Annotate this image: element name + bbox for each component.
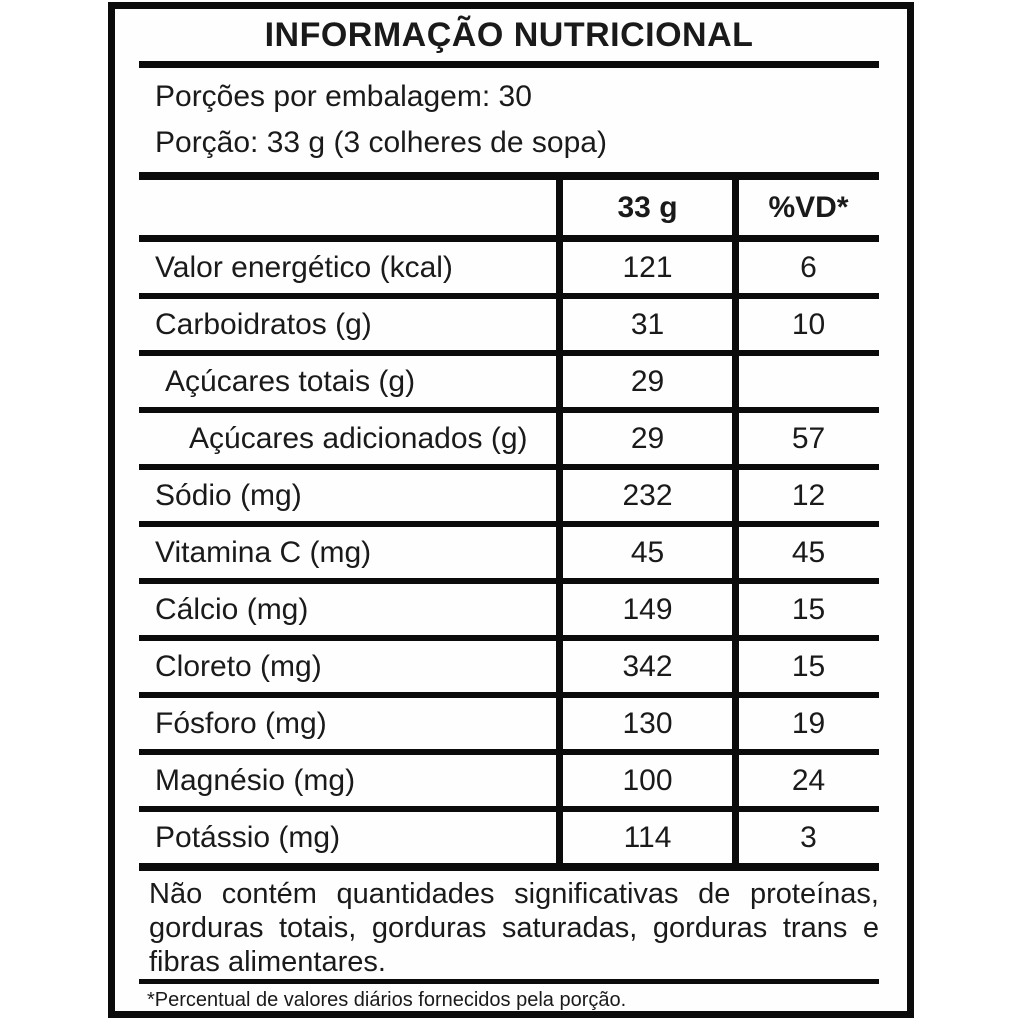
note-line: gorduras totais, gorduras saturadas, gor…: [149, 912, 879, 944]
nutrient-dv: 24: [732, 755, 878, 806]
no-significant-amounts-note: Não contém quantidades significativas de…: [139, 871, 879, 979]
serving-size: Porção: 33 g (3 colheres de sopa): [155, 126, 607, 159]
nutrient-name: Cloreto (mg): [155, 649, 322, 683]
nutrition-table-body: Valor energético (kcal) 121 6 Carboidrat…: [139, 242, 879, 863]
column-header-amount: 33 g: [556, 180, 732, 235]
table-row: Açúcares totais (g) 29: [139, 356, 879, 413]
nutrient-dv: 12: [732, 470, 878, 521]
nutrient-dv: 57: [732, 413, 878, 464]
nutrient-name: Magnésio (mg): [155, 763, 356, 797]
daily-value-footnote: *Percentual de valores diários fornecido…: [147, 989, 627, 1011]
table-row: Cálcio (mg) 149 15: [139, 584, 879, 641]
table-row: Fósforo (mg) 130 19: [139, 698, 879, 755]
nutrient-dv: 45: [732, 527, 878, 578]
table-row: Valor energético (kcal) 121 6: [139, 242, 879, 299]
nutrient-name: Valor energético (kcal): [155, 250, 453, 284]
note-line: Não contém quantidades significativas de…: [149, 878, 879, 910]
nutrient-dv: 6: [732, 242, 878, 293]
nutrient-dv: 3: [732, 812, 878, 863]
nutrient-amount: 342: [556, 641, 732, 692]
table-row: Açúcares adicionados (g) 29 57: [139, 413, 879, 470]
nutrient-amount: 29: [556, 413, 732, 464]
note-line: fibras alimentares.: [149, 946, 386, 978]
nutrition-table: 33 g %VD* Valor energético (kcal) 121 6 …: [139, 180, 879, 871]
serving-info: Porções por embalagem: 30 Porção: 33 g (…: [139, 68, 879, 172]
table-row: Potássio (mg) 114 3: [139, 812, 879, 863]
nutrient-dv: 19: [732, 698, 878, 749]
nutrition-title: INFORMAÇÃO NUTRICIONAL: [264, 15, 754, 54]
column-header-dv: %VD*: [732, 180, 878, 235]
nutrient-name: Vitamina C (mg): [155, 535, 372, 569]
nutrient-amount: 45: [556, 527, 732, 578]
nutrient-amount: 232: [556, 470, 732, 521]
table-row: Vitamina C (mg) 45 45: [139, 527, 879, 584]
nutrient-name: Açúcares adicionados (g): [189, 421, 528, 455]
nutrient-amount: 130: [556, 698, 732, 749]
nutrient-name: Sódio (mg): [155, 478, 302, 512]
table-top-divider: [139, 172, 879, 180]
table-header-row: 33 g %VD*: [139, 180, 879, 242]
nutrient-amount: 29: [556, 356, 732, 407]
nutrient-amount: 149: [556, 584, 732, 635]
column-header-nutrient: [139, 180, 556, 235]
nutrient-name: Cálcio (mg): [155, 592, 309, 626]
nutrient-amount: 100: [556, 755, 732, 806]
nutrient-amount: 114: [556, 812, 732, 863]
footnote-divider: [139, 979, 879, 984]
table-row: Cloreto (mg) 342 15: [139, 641, 879, 698]
title-divider: [139, 61, 879, 68]
nutrient-name: Carboidratos (g): [155, 307, 372, 341]
nutrient-amount: 31: [556, 299, 732, 350]
nutrient-dv: 10: [732, 299, 878, 350]
nutrient-dv: 15: [732, 641, 878, 692]
nutrition-label: INFORMAÇÃO NUTRICIONAL Porções por embal…: [108, 2, 914, 1018]
nutrient-name: Potássio (mg): [155, 820, 341, 854]
nutrition-label-content: INFORMAÇÃO NUTRICIONAL Porções por embal…: [115, 9, 907, 1011]
table-row: Magnésio (mg) 100 24: [139, 755, 879, 812]
nutrient-amount: 121: [556, 242, 732, 293]
nutrient-name: Fósforo (mg): [155, 706, 327, 740]
nutrient-dv: 15: [732, 584, 878, 635]
table-row: Sódio (mg) 232 12: [139, 470, 879, 527]
nutrient-dv: [732, 356, 878, 407]
nutrient-name: Açúcares totais (g): [165, 364, 416, 398]
title-band: INFORMAÇÃO NUTRICIONAL: [139, 9, 879, 61]
servings-per-package: Porções por embalagem: 30: [155, 80, 532, 113]
table-row: Carboidratos (g) 31 10: [139, 299, 879, 356]
